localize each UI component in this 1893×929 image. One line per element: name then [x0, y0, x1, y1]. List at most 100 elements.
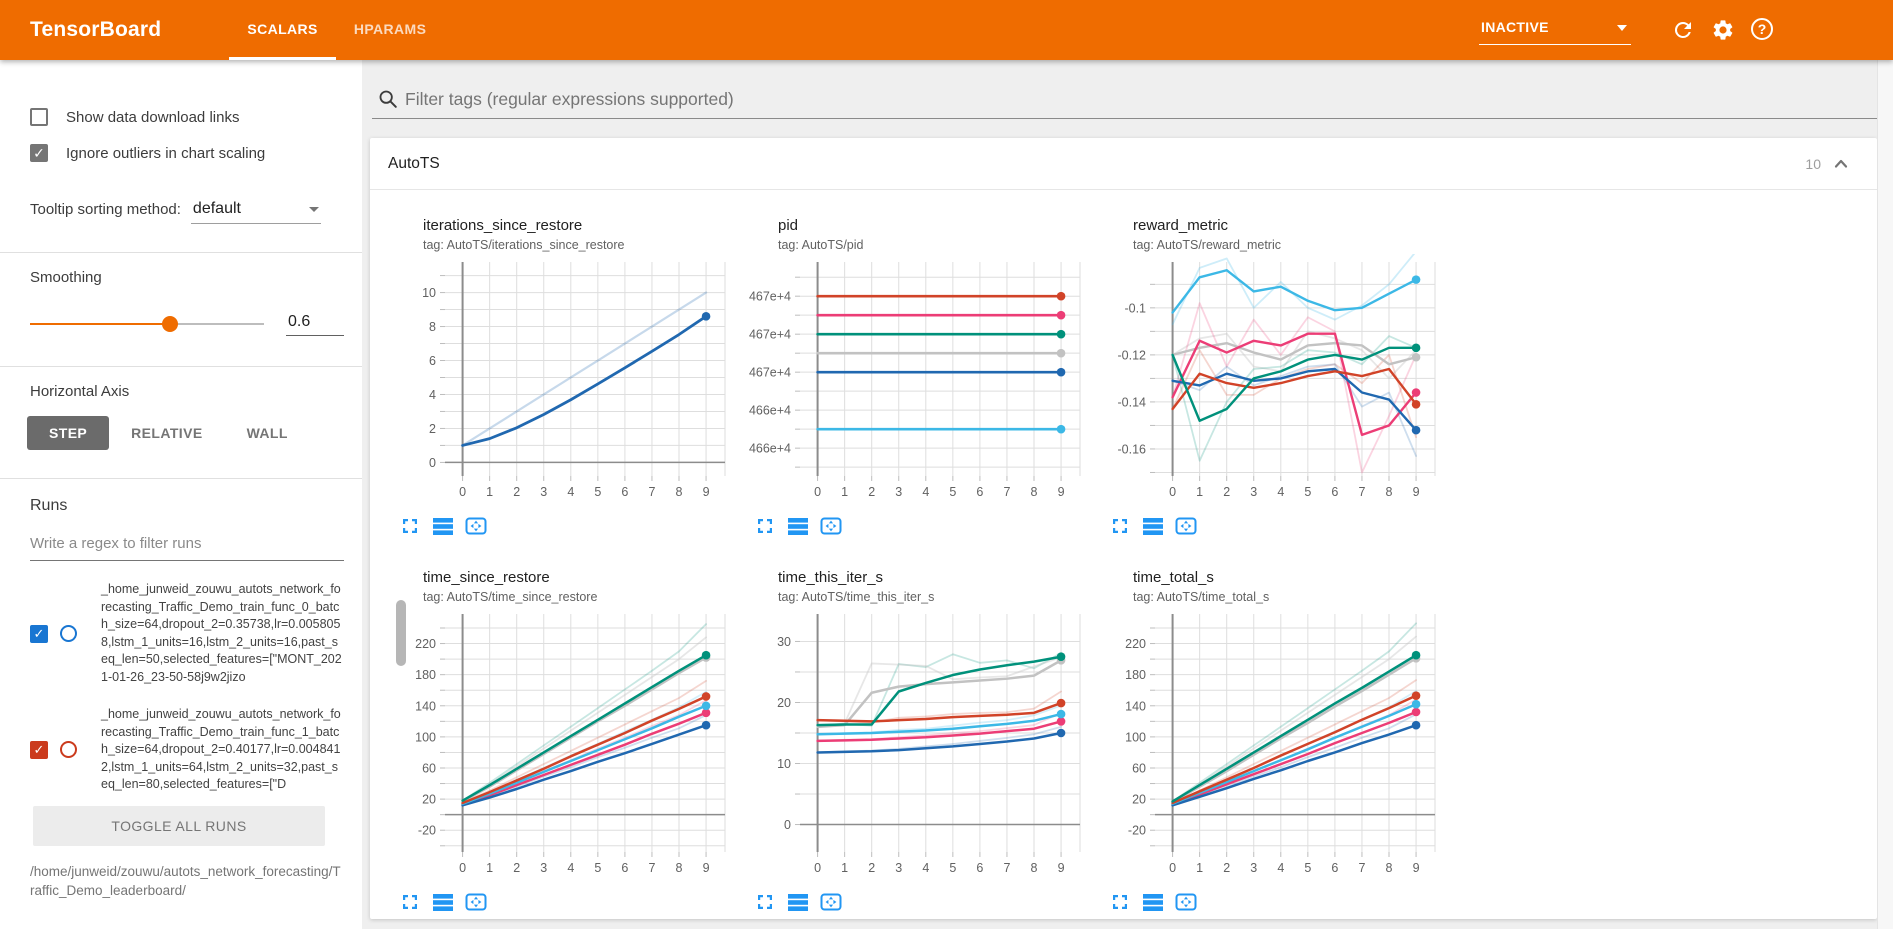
chart-title: time_this_iter_s — [778, 569, 884, 586]
checkbox-unchecked-icon[interactable] — [30, 108, 48, 126]
tag-filter-input[interactable] — [405, 88, 1877, 110]
svg-text:6: 6 — [976, 485, 983, 499]
svg-text:20: 20 — [422, 793, 436, 807]
fit-domain-icon[interactable] — [464, 514, 488, 538]
toggle-runs-icon[interactable] — [1141, 890, 1165, 914]
svg-text:0: 0 — [429, 456, 436, 470]
chart-canvas-time_since_restore[interactable]: 220 180 140 100 60 20 -20 0 1 2 3 4 5 6 7 8 9 — [393, 606, 735, 882]
section-header[interactable]: AutoTS 10 — [370, 138, 1877, 190]
toggle-runs-icon[interactable] — [431, 890, 455, 914]
fit-domain-icon[interactable] — [819, 890, 843, 914]
smoothing-value-input[interactable]: 0.6 — [286, 313, 344, 336]
expand-chart-icon[interactable] — [1108, 514, 1132, 538]
svg-text:-0.1: -0.1 — [1124, 301, 1146, 315]
smoothing-slider[interactable] — [30, 316, 264, 332]
fit-domain-icon[interactable] — [1174, 890, 1198, 914]
svg-text:220: 220 — [1125, 637, 1146, 651]
chart-canvas-reward_metric[interactable]: -0.1 -0.12 -0.14 -0.16 0 1 2 3 4 5 6 7 8 9 — [1103, 254, 1445, 506]
expand-chart-icon[interactable] — [1108, 890, 1132, 914]
page-scrollbar-track[interactable] — [1877, 60, 1893, 929]
svg-text:2.467e+4: 2.467e+4 — [748, 290, 791, 304]
svg-text:5: 5 — [1304, 861, 1311, 875]
runs-scrollbar-thumb[interactable] — [396, 600, 406, 666]
checkbox-label: Ignore outliers in chart scaling — [66, 144, 266, 162]
chart-tag: tag: AutoTS/pid — [778, 238, 864, 252]
expand-chart-icon[interactable] — [398, 514, 422, 538]
fit-domain-icon[interactable] — [1174, 514, 1198, 538]
toggle-runs-icon[interactable] — [1141, 514, 1165, 538]
chevron-up-icon[interactable] — [1829, 152, 1853, 176]
refresh-icon[interactable] — [1671, 18, 1695, 42]
toggle-all-runs-button[interactable]: TOGGLE ALL RUNS — [33, 805, 325, 846]
axis-button-relative[interactable]: RELATIVE — [131, 425, 203, 441]
chart-canvas-pid[interactable]: 2.467e+4 2.467e+4 2.467e+4 2.466e+4 2.466e+4… — [748, 254, 1090, 506]
svg-text:60: 60 — [1132, 762, 1146, 776]
svg-text:9: 9 — [703, 861, 710, 875]
expand-chart-icon[interactable] — [753, 890, 777, 914]
svg-text:-0.12: -0.12 — [1118, 348, 1147, 362]
fit-domain-icon[interactable] — [464, 890, 488, 914]
toggle-runs-icon[interactable] — [431, 514, 455, 538]
run-checkbox-checked-icon[interactable]: ✓ — [30, 740, 48, 759]
chart-canvas-iterations_since_restore[interactable]: 10 8 6 4 2 0 0 1 2 3 4 5 6 7 8 9 — [393, 254, 735, 506]
svg-text:2.466e+4: 2.466e+4 — [748, 442, 791, 456]
svg-text:2: 2 — [513, 485, 520, 499]
tab-scalars[interactable]: SCALARS — [229, 0, 336, 60]
tooltip-sorting-value: default — [192, 200, 241, 217]
chart-tag: tag: AutoTS/reward_metric — [1133, 238, 1281, 252]
chart-action-icons — [398, 890, 735, 914]
run-row[interactable]: ✓ _home_junweid_zouwu_autots_network_fore… — [30, 706, 350, 794]
svg-text:7: 7 — [648, 861, 655, 875]
svg-text:1: 1 — [486, 485, 493, 499]
fit-domain-icon[interactable] — [819, 514, 843, 538]
run-checkbox-checked-icon[interactable]: ✓ — [30, 624, 48, 643]
svg-text:4: 4 — [922, 485, 929, 499]
svg-text:0: 0 — [1169, 861, 1176, 875]
svg-text:-0.14: -0.14 — [1118, 395, 1147, 409]
svg-text:2.467e+4: 2.467e+4 — [748, 366, 791, 380]
svg-text:140: 140 — [415, 699, 436, 713]
runs-filter-input[interactable] — [30, 529, 344, 560]
chevron-down-icon — [308, 207, 319, 212]
chart-action-icons — [753, 890, 1090, 914]
tooltip-sorting-dropdown[interactable]: default — [190, 200, 321, 224]
chart-canvas-time_total_s[interactable]: 220 180 140 100 60 20 -20 0 1 2 3 4 5 6 7 8 9 — [1103, 606, 1445, 882]
status-dropdown[interactable]: INACTIVE — [1479, 15, 1631, 45]
toggle-runs-icon[interactable] — [786, 514, 810, 538]
run-name: _home_junweid_zouwu_autots_network_forec… — [101, 707, 341, 791]
checkbox-checked-icon[interactable]: ✓ — [30, 144, 48, 162]
svg-text:3: 3 — [895, 485, 902, 499]
svg-text:7: 7 — [1358, 861, 1365, 875]
axis-button-step[interactable]: STEP — [27, 416, 110, 450]
smoothing-slider-handle[interactable] — [162, 316, 179, 332]
logdir-path: /home/junweid/zouwu/autots_network_forec… — [30, 863, 341, 898]
settings-gear-icon[interactable] — [1711, 18, 1735, 42]
help-icon[interactable]: ? — [1751, 18, 1775, 42]
expand-chart-icon[interactable] — [753, 514, 777, 538]
svg-text:180: 180 — [415, 668, 436, 682]
run-row[interactable]: ✓ _home_junweid_zouwu_autots_network_fore… — [30, 581, 350, 686]
toggle-runs-icon[interactable] — [786, 890, 810, 914]
expand-chart-icon[interactable] — [398, 890, 422, 914]
svg-text:100: 100 — [1125, 730, 1146, 744]
svg-text:4: 4 — [1277, 861, 1284, 875]
chart-title: reward_metric — [1133, 217, 1229, 234]
svg-text:8: 8 — [1031, 861, 1038, 875]
chevron-down-icon — [1617, 25, 1627, 31]
svg-text:0: 0 — [459, 861, 466, 875]
run-radio-icon[interactable] — [60, 741, 77, 759]
smoothing-label: Smoothing — [30, 269, 102, 286]
svg-text:8: 8 — [1386, 485, 1393, 499]
tab-hparams[interactable]: HPARAMS — [353, 20, 427, 37]
run-radio-icon[interactable] — [60, 625, 77, 642]
chart-canvas-time_this_iter_s[interactable]: 30 20 10 0 0 1 2 3 4 5 6 7 8 9 — [748, 606, 1090, 882]
axis-button-wall[interactable]: WALL — [246, 425, 288, 441]
settings-checkbox-row[interactable]: Show data download links — [30, 104, 344, 130]
svg-text:7: 7 — [1003, 485, 1010, 499]
chart-title: time_since_restore — [423, 569, 550, 586]
svg-text:8: 8 — [1386, 861, 1393, 875]
chart-title: pid — [778, 217, 799, 234]
settings-checkbox-row[interactable]: ✓ Ignore outliers in chart scaling — [30, 140, 344, 166]
section-chart-count: 10 — [1805, 155, 1821, 172]
